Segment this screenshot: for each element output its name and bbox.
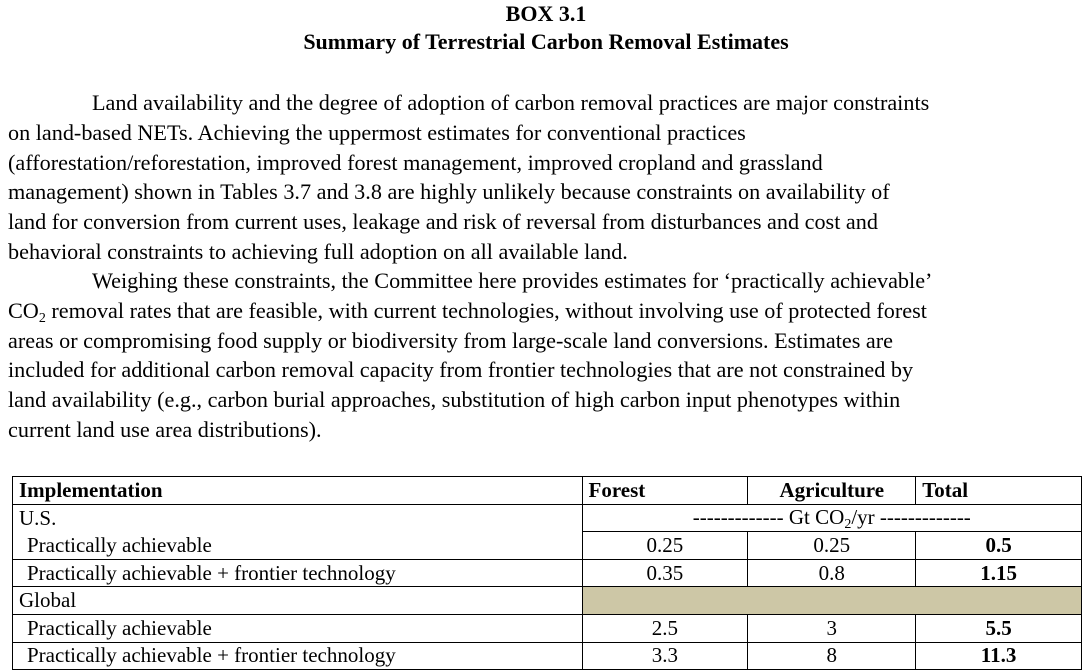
row-label: Practically achievable + frontier techno… [12,558,583,588]
header-forest: Forest [581,476,749,505]
units-prefix: ------------- Gt CO [692,505,845,530]
units-row: ------------- Gt CO2/yr ------------- [581,503,1083,533]
table-header-row: Implementation Forest Agriculture Total [12,476,1082,505]
paragraph-1-line: on land-based NETs. Achieving the upperm… [8,119,746,145]
forest-value: 0.35 [581,558,749,588]
co2-subscript: 2 [38,310,46,326]
total-value: 0.5 [915,531,1082,560]
row-label: Practically achievable [12,613,583,643]
paragraph-2: Weighing these constraints, the Committe… [8,266,1084,445]
agriculture-value: 8 [747,641,917,671]
paragraph-1-line: behavioral constraints to achieving full… [8,238,628,264]
agriculture-value: 0.25 [747,531,917,560]
paragraph-2-line: included for additional carbon removal c… [8,357,914,383]
box-label: BOX 3.1 [505,1,587,26]
paragraph-2-line: current land use area distributions). [8,416,322,442]
total-value: 5.5 [915,613,1082,643]
paragraph-1-line: (afforestation/reforestation, improved f… [8,149,823,175]
section-label-global: Global [12,586,583,615]
total-value: 11.3 [915,641,1082,671]
units-subscript: 2 [844,517,852,533]
paragraph-1-line: Land availability and the degree of adop… [92,90,930,115]
box-title: Summary of Terrestrial Carbon Removal Es… [303,29,789,54]
co2-text: CO [8,297,39,323]
paragraph-2-line: Weighing these constraints, the Committe… [92,268,933,293]
section-label-us: U.S. [12,503,583,532]
paragraph-2-line: CO2 removal rates that are feasible, wit… [8,296,1084,326]
forest-value: 2.5 [581,613,749,643]
paragraph-1-line: land for conversion from current uses, l… [8,209,878,235]
table-row: Global [12,586,1083,615]
paragraph-2-line: areas or compromising food supply or bio… [8,327,894,353]
table-row: U.S. ------------- Gt CO2/yr -----------… [12,503,1083,533]
header-agriculture: Agriculture [747,476,917,505]
paragraph-2-line-text: removal rates that are feasible, with cu… [45,297,927,323]
table-row: Practically achievable + frontier techno… [12,641,1082,671]
units-suffix: /yr ------------- [851,505,971,530]
header-implementation: Implementation [12,476,583,505]
header-total: Total [915,476,1082,505]
forest-value: 3.3 [581,641,749,671]
forest-value: 0.25 [581,531,749,560]
table-row: Practically achievable 2.5 3 5.5 [12,613,1082,643]
table-row: Practically achievable 0.25 0.25 0.5 [12,531,1082,560]
agriculture-value: 0.8 [747,558,917,588]
row-label: Practically achievable + frontier techno… [12,641,583,671]
paragraph-2-line: land availability (e.g., carbon burial a… [8,387,901,413]
carbon-removal-table: Implementation Forest Agriculture Total … [12,476,1083,671]
total-value: 1.15 [915,558,1082,588]
row-label: Practically achievable [12,531,583,560]
shaded-cell [581,586,1083,615]
paragraph-1: Land availability and the degree of adop… [8,88,1084,267]
agriculture-value: 3 [747,613,917,643]
table-row: Practically achievable + frontier techno… [12,558,1082,588]
paragraph-1-line: management) shown in Tables 3.7 and 3.8 … [8,179,890,205]
